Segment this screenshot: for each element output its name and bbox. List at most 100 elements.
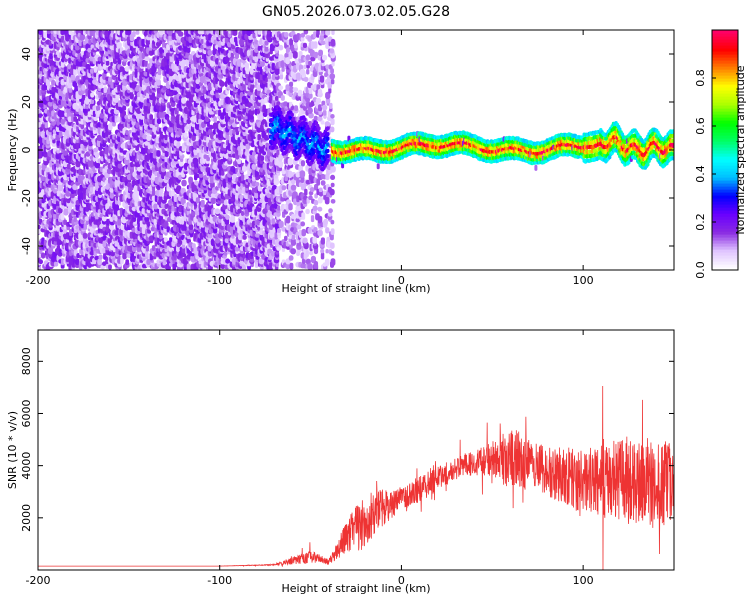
spectrogram-cell [97, 258, 102, 266]
spectrogram-cell [68, 82, 72, 89]
spectrogram-cell [73, 68, 77, 76]
spectrogram-cell [53, 261, 59, 267]
spectrogram-cell [194, 180, 199, 186]
spectrogram-cell [57, 184, 64, 192]
spectrogram-cell [38, 120, 41, 128]
spectrogram-cell [244, 62, 250, 69]
spectrogram-cell [134, 71, 139, 78]
spectrogram-cell [102, 240, 107, 247]
spectrogram-cell [38, 259, 44, 265]
spectrogram-cell [66, 163, 71, 170]
spectrogram-cell [104, 146, 109, 155]
spectrogram-cell [250, 83, 255, 90]
spectrogram-cell [110, 30, 115, 34]
spectrogram-cells [38, 30, 674, 270]
spectrogram-cell [41, 252, 46, 259]
spectrogram-cell [63, 208, 69, 216]
spectrogram-cell [60, 110, 65, 118]
spectrogram-cell [242, 234, 247, 240]
spectrogram-cell [101, 215, 107, 222]
spectrogram-cell [110, 61, 114, 67]
figure-title: GN05.2026.073.02.05.G28 [262, 4, 450, 20]
spectrogram-cell [108, 264, 112, 270]
spectrogram-cell [69, 229, 73, 236]
spectrogram-cell [125, 259, 130, 266]
spectrogram-cell [116, 116, 122, 123]
spectrogram-cell [220, 99, 224, 106]
spectrogram-cell [89, 250, 95, 256]
spectrogram-cell [100, 264, 106, 270]
spectrogram-cell [186, 118, 191, 125]
spectrogram-cell [177, 31, 184, 37]
spectrogram-cell [99, 112, 105, 119]
spectrogram-cell [98, 254, 103, 260]
spectrogram-cell [83, 223, 88, 230]
spectrogram-cell [126, 174, 132, 181]
spectrogram-cell [250, 105, 255, 111]
spectrogram-cell [208, 124, 214, 130]
spectrogram-cell [70, 193, 75, 199]
spectrogram-cell [60, 30, 65, 36]
spectrogram-cell [132, 31, 136, 38]
spectrogram-cell [159, 30, 164, 36]
spectrogram-cell [219, 80, 225, 87]
spectrogram-cell [116, 42, 122, 49]
spectrogram-cell [232, 30, 238, 36]
spectrogram-cell [60, 258, 65, 266]
spectrogram-cell [73, 215, 77, 223]
spectrogram-cell [45, 78, 50, 87]
spectrogram-cell [38, 164, 42, 170]
spectrogram-cell [63, 219, 67, 226]
spectrogram-cell [139, 118, 144, 126]
spectrogram-cell [225, 258, 231, 264]
spectrogram-cell [68, 30, 73, 36]
spectrogram-cell [207, 49, 213, 56]
spectrogram-cell [132, 56, 137, 62]
spectrogram-cell [184, 132, 188, 138]
spectrogram-cell [51, 86, 56, 93]
spectrogram-cell [93, 66, 98, 73]
spectrogram-cell [117, 218, 122, 226]
spectrogram-cell [90, 160, 95, 168]
spectrogram-cell [92, 208, 97, 214]
spectrogram-cell [94, 152, 100, 159]
spectrogram-cell [117, 163, 123, 169]
spectrogram-cell [38, 218, 43, 225]
spectrogram-cell [127, 214, 131, 220]
spectrogram-cell [225, 214, 230, 220]
spectrogram-cell [74, 44, 80, 51]
spectrogram-cell [186, 263, 191, 270]
spectrogram-cell [122, 110, 127, 117]
spectrogram-cell [223, 199, 228, 206]
spectrogram-cell [138, 101, 144, 107]
spectrogram-cell [43, 31, 48, 39]
spectrogram-cell [85, 63, 91, 70]
spectrogram-cell [105, 60, 110, 66]
spectrogram-cell [108, 123, 113, 131]
spectrogram-cell [104, 30, 110, 37]
spectrogram-cell [213, 116, 217, 123]
spectrogram-cell [146, 135, 152, 142]
spectrogram-cell [85, 219, 90, 226]
spectrogram-cell [63, 150, 69, 156]
spectrogram-cell [200, 199, 205, 208]
spectrogram-cell [248, 189, 252, 195]
spectrogram-cell [108, 76, 112, 82]
spectrogram-cell [47, 101, 54, 107]
spectrogram-cell [79, 175, 85, 181]
spectrogram-cell [145, 245, 150, 252]
spectrogram-cell [237, 159, 242, 165]
spectrogram-cell [141, 226, 146, 235]
spectrogram-cell [106, 168, 112, 175]
spectrogram-cell [38, 137, 43, 145]
spectrogram-cell [70, 74, 76, 81]
spectrogram-cell [58, 207, 63, 214]
spectrogram-cell [49, 52, 53, 60]
spectrogram-cell [181, 179, 187, 187]
spectrogram-cell [176, 185, 182, 190]
spectrogram-cell [56, 245, 61, 251]
spectrogram-cell [181, 97, 187, 104]
spectrogram-cell [38, 30, 43, 35]
